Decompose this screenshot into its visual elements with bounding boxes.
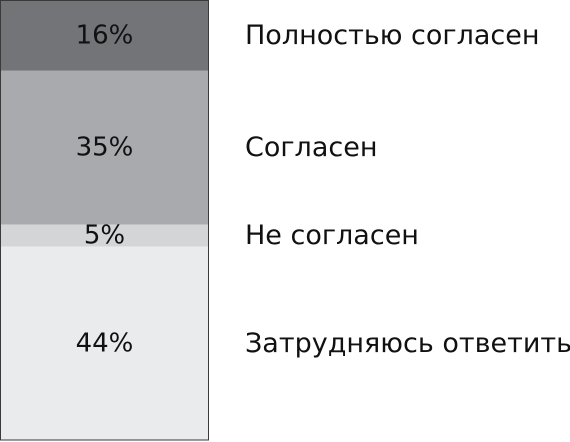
category-label-fully-agree: Полностью согласен: [245, 20, 540, 51]
bar-segment-fully-agree: [0, 0, 209, 71]
segment-value-label-hard-to-say: 44%: [76, 328, 134, 358]
category-label-disagree: Не согласен: [245, 220, 419, 251]
segment-value-label-disagree: 5%: [84, 221, 125, 251]
bar-segment-hard-to-say: [0, 246, 209, 440]
bar-segment-agree: [0, 70, 209, 225]
bar-segments: [0, 0, 209, 440]
segment-value-label-fully-agree: 16%: [76, 21, 134, 51]
bar-outline: [0, 0, 209, 441]
bar-segment-disagree: [0, 224, 209, 247]
category-label-hard-to-say: Затрудняюсь ответить: [245, 328, 570, 359]
category-label-agree: Согласен: [245, 132, 377, 163]
segment-value-label-agree: 35%: [76, 133, 134, 163]
category-labels: Полностью согласен Согласен Не согласен Зат…: [245, 20, 570, 359]
segment-value-labels: 16% 35% 5% 44%: [76, 21, 134, 359]
